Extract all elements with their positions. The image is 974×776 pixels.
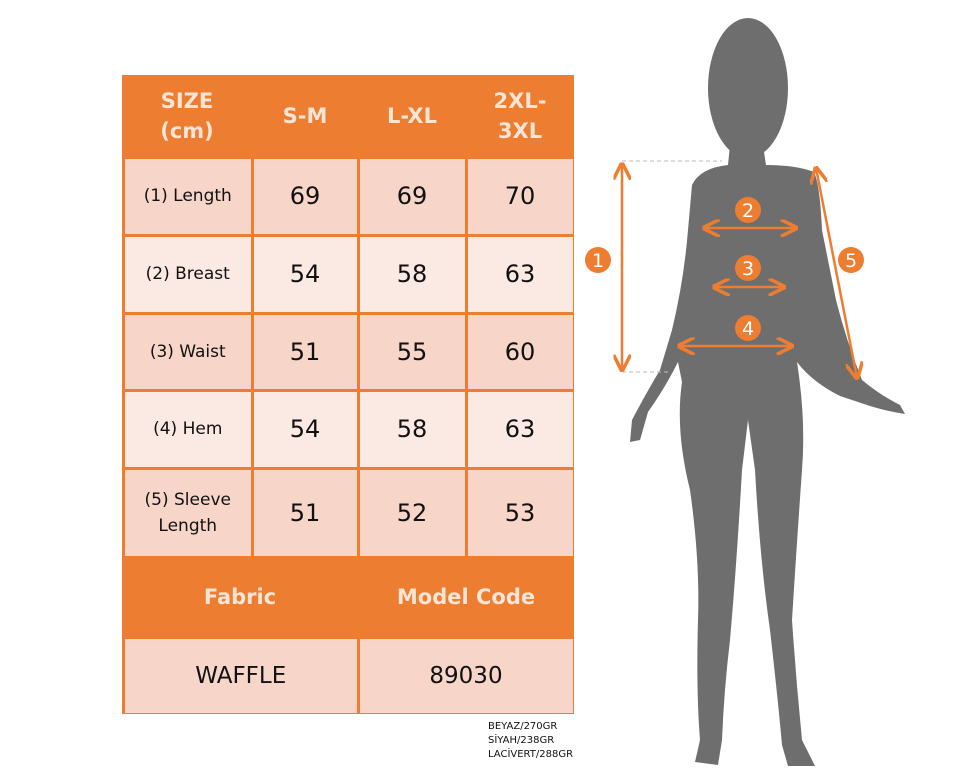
size-value: 53 (467, 469, 573, 556)
marker-number: 4 (742, 318, 754, 340)
size-value-text: 63 (504, 260, 536, 288)
marker-circle (735, 255, 761, 281)
footer-value: 89030 (359, 638, 573, 713)
size-value-text: 60 (504, 337, 536, 366)
weight-line: BEYAZ/270GR (488, 721, 558, 732)
size-value-text: 54 (289, 260, 321, 288)
row-label: (5) Sleeve Length (125, 469, 251, 556)
footer-value-text: WAFFLE (195, 662, 287, 689)
size-value-text: 70 (504, 182, 536, 210)
marker-circle (735, 315, 761, 341)
sleeve-arrow (816, 168, 857, 378)
size-value-text: 58 (396, 415, 428, 443)
column-header: L-XL (387, 104, 437, 128)
column-header: 2XL-3XL (493, 89, 547, 143)
marker-number: 2 (742, 200, 754, 222)
size-value-text: 55 (396, 337, 428, 366)
size-value: 52 (359, 469, 465, 556)
row-label-text: (2) Breast (145, 264, 230, 284)
size-value-text: 63 (504, 415, 536, 443)
marker-5: 5 (838, 247, 864, 273)
size-chart-table: SIZE (cm) S-M L-XL 2XL-3XL (1) Length 69 69 70 (… (122, 75, 574, 714)
row-label: (4) Hem (125, 391, 251, 467)
fabric-weights: BEYAZ/270GR SİYAH/238GR LACİVERT/288GR (488, 720, 573, 762)
size-value-text: 58 (396, 260, 428, 288)
row-label: (1) Length (125, 158, 251, 234)
marker-4: 4 (735, 315, 761, 341)
marker-circle (585, 247, 611, 273)
column-header: S-M (282, 104, 328, 128)
footer-header: Model Code (396, 585, 536, 609)
size-value: 63 (467, 391, 573, 467)
column-header: SIZE (cm) (160, 89, 214, 143)
size-value: 70 (467, 158, 573, 234)
size-value: 58 (359, 236, 465, 312)
marker-1: 1 (585, 247, 611, 273)
row-label: (3) Waist (125, 314, 251, 389)
size-value-text: 52 (396, 498, 428, 527)
size-value-text: 51 (289, 337, 321, 366)
marker-number: 3 (742, 258, 754, 280)
size-value-text: 69 (396, 182, 428, 210)
row-label-text: (1) Length (143, 186, 232, 206)
silhouette (630, 18, 905, 766)
size-value: 51 (253, 314, 357, 389)
weight-line: SİYAH/238GR (488, 735, 555, 746)
size-value: 69 (253, 158, 357, 234)
size-value-text: 69 (289, 182, 321, 210)
footer-value-text: 89030 (429, 662, 503, 689)
marker-2: 2 (735, 197, 761, 223)
footer-value: WAFFLE (125, 638, 357, 713)
row-label: (2) Breast (125, 236, 251, 312)
size-value: 51 (253, 469, 357, 556)
size-value: 69 (359, 158, 465, 234)
marker-circle (735, 197, 761, 223)
row-label-text: (3) Waist (149, 341, 226, 362)
marker-number: 1 (592, 250, 604, 272)
marker-number: 5 (845, 250, 857, 272)
row-label-text: (5) Sleeve Length (144, 489, 231, 536)
row-label-text: (4) Hem (153, 419, 223, 439)
size-value-text: 51 (289, 498, 321, 527)
size-value: 63 (467, 236, 573, 312)
size-value: 54 (253, 391, 357, 467)
marker-circle (838, 247, 864, 273)
size-value: 55 (359, 314, 465, 389)
weight-line: LACİVERT/288GR (488, 749, 574, 760)
size-value: 54 (253, 236, 357, 312)
size-value: 60 (467, 314, 573, 389)
footer-header: Fabric (203, 585, 277, 609)
size-value: 58 (359, 391, 465, 467)
size-value-text: 53 (504, 498, 536, 527)
size-value-text: 54 (289, 415, 321, 443)
marker-3: 3 (735, 255, 761, 281)
